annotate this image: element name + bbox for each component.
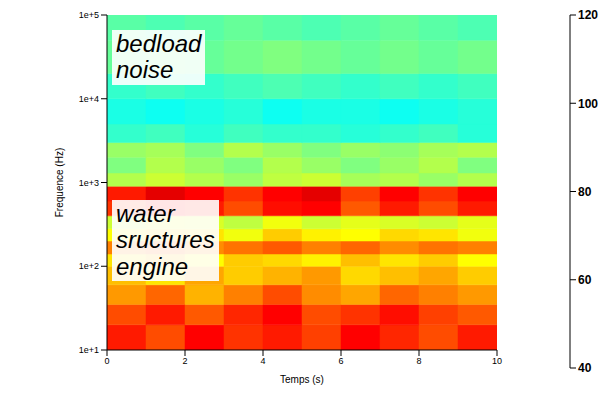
html-text:bedload: bedload bbox=[116, 30, 202, 57]
svg-text:2: 2 bbox=[182, 356, 187, 366]
html-text:sructures: sructures bbox=[116, 226, 215, 254]
html-text:engine: engine bbox=[116, 252, 189, 280]
svg-text:8: 8 bbox=[416, 356, 421, 366]
svg-text:10: 10 bbox=[492, 356, 502, 366]
svg-text:80: 80 bbox=[578, 185, 592, 199]
svg-text:Temps (s): Temps (s) bbox=[280, 374, 324, 385]
svg-text:120: 120 bbox=[578, 8, 598, 22]
svg-text:4: 4 bbox=[260, 356, 265, 366]
svg-text:Frequence (Hz): Frequence (Hz) bbox=[54, 148, 65, 217]
html-text:noise: noise bbox=[116, 56, 174, 84]
svg-text:1e+1: 1e+1 bbox=[79, 345, 99, 355]
svg-text:1e+4: 1e+4 bbox=[79, 94, 99, 104]
svg-text:0: 0 bbox=[104, 356, 109, 366]
svg-text:60: 60 bbox=[578, 273, 592, 287]
svg-text:1e+5: 1e+5 bbox=[79, 10, 99, 20]
svg-text:6: 6 bbox=[338, 356, 343, 366]
svg-text:1e+3: 1e+3 bbox=[79, 178, 99, 188]
svg-text:40: 40 bbox=[578, 361, 592, 375]
svg-text:100: 100 bbox=[578, 97, 598, 111]
html-text:water: water bbox=[116, 200, 175, 227]
svg-text:1e+2: 1e+2 bbox=[79, 261, 99, 271]
